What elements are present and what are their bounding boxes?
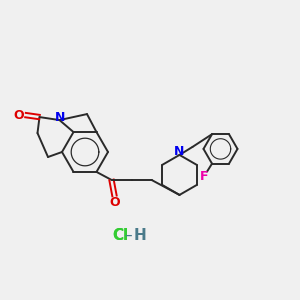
Text: O: O — [109, 196, 120, 209]
Text: F: F — [200, 170, 208, 183]
Text: N: N — [55, 111, 66, 124]
Text: Cl: Cl — [112, 227, 128, 242]
Text: –: – — [124, 227, 132, 242]
Text: N: N — [174, 146, 185, 158]
Text: H: H — [134, 227, 146, 242]
Text: O: O — [13, 109, 24, 122]
Text: Cl: Cl — [112, 227, 128, 242]
